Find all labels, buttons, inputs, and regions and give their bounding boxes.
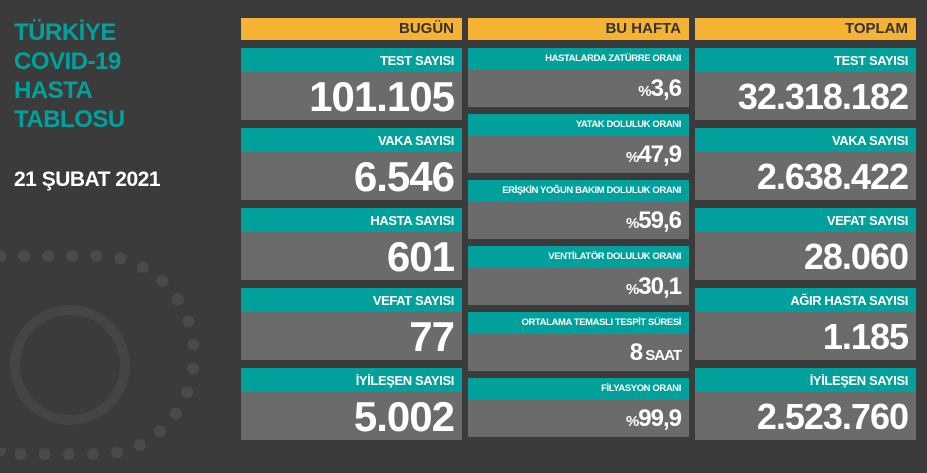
stat-value-box: 32.318.182 [695,72,916,120]
stat-prefix: % [625,281,639,298]
stat-label: VENTİLATÖR DOLULUK ORANI [468,246,689,268]
stat-value: 8 [629,339,643,366]
stat-prefix: % [625,149,639,166]
week-header: BU HAFTA [468,18,689,40]
stat-value-box: 101.105 [241,72,462,120]
stat-label: TEST SAYISI [695,48,916,72]
stat-value-box: 77 [241,312,462,360]
stat-label: İYİLEŞEN SAYISI [695,368,916,392]
today-stat-block: VAKA SAYISI 6.546 [241,128,462,200]
total-header: TOPLAM [695,18,916,40]
stat-value: 2.523.760 [756,396,909,437]
total-stat-block: TEST SAYISI 32.318.182 [695,48,916,120]
total-stat-block: VEFAT SAYISI 28.060 [695,208,916,280]
stat-prefix: % [638,83,651,100]
total-column: TOPLAM TEST SAYISI 32.318.182 VAKA SAYISI 2… [695,18,916,448]
stat-value: 32.318.182 [737,76,909,117]
today-stat-block: HASTA SAYISI 601 [241,208,462,280]
stat-value: 101.105 [309,73,455,120]
stat-label: HASTALARDA ZATÜRRE ORANI [468,48,689,70]
stat-suffix: SAAT [642,347,682,364]
week-stat-block: ERİŞKİN YOĞUN BAKIM DOLULUK ORANI %59,6 [468,180,689,239]
stat-value: 1.185 [822,316,909,357]
today-column: BUGÜN TEST SAYISI 101.105 VAKA SAYISI 6.546… [241,18,462,448]
stat-label: ORTALAMA TEMASLI TESPİT SÜRESİ [468,312,689,334]
stat-value: 30,1 [638,273,682,300]
stat-value: 47,9 [638,141,682,168]
title-line: TÜRKİYE [14,19,116,46]
total-stat-block: VAKA SAYISI 2.638.422 [695,128,916,200]
title-line: TABLOSU [14,106,125,133]
stat-value: 601 [386,233,455,280]
today-header: BUGÜN [241,18,462,40]
week-stat-block: HASTALARDA ZATÜRRE ORANI %3,6 [468,48,689,107]
stat-value: 59,6 [638,207,682,234]
stat-value-box: %47,9 [468,136,689,173]
ministry-emblem-inner [10,305,130,425]
page-title: TÜRKİYE COVID-19 HASTA TABLOSU [14,18,214,134]
stat-value-box: 8 SAAT [468,334,689,371]
week-stat-block: YATAK DOLULUK ORANI %47,9 [468,114,689,173]
today-items: TEST SAYISI 101.105 VAKA SAYISI 6.546 HASTA … [241,48,462,440]
total-stat-block: İYİLEŞEN SAYISI 2.523.760 [695,368,916,440]
stat-label: VEFAT SAYISI [241,288,462,312]
stat-label: VEFAT SAYISI [695,208,916,232]
today-stat-block: VEFAT SAYISI 77 [241,288,462,360]
stat-value: 99,9 [638,405,682,432]
week-stat-block: ORTALAMA TEMASLI TESPİT SÜRESİ 8 SAAT [468,312,689,371]
stat-value-box: %3,6 [468,70,689,107]
stat-label: FİLYASYON ORANI [468,378,689,400]
stat-value: 77 [409,313,455,360]
stat-value-box: %59,6 [468,202,689,239]
stat-value-box: 28.060 [695,232,916,280]
stat-value-box: 2.638.422 [695,152,916,200]
stat-label: YATAK DOLULUK ORANI [468,114,689,136]
week-stat-block: VENTİLATÖR DOLULUK ORANI %30,1 [468,246,689,305]
stat-value-box: %30,1 [468,268,689,305]
stat-value-box: 601 [241,232,462,280]
stat-label: İYİLEŞEN SAYISI [241,368,462,392]
total-items: TEST SAYISI 32.318.182 VAKA SAYISI 2.638.42… [695,48,916,440]
stat-label: VAKA SAYISI [695,128,916,152]
stat-prefix: % [625,215,639,232]
stat-value-box: %99,9 [468,400,689,437]
stat-label: ERİŞKİN YOĞUN BAKIM DOLULUK ORANI [468,180,689,202]
today-stat-block: TEST SAYISI 101.105 [241,48,462,120]
today-stat-block: İYİLEŞEN SAYISI 5.002 [241,368,462,440]
stat-label: HASTA SAYISI [241,208,462,232]
stat-value: 28.060 [803,236,909,277]
stat-value-box: 1.185 [695,312,916,360]
stat-value: 5.002 [353,393,455,440]
stat-value-box: 5.002 [241,392,462,440]
stat-value-box: 2.523.760 [695,392,916,440]
stat-label: TEST SAYISI [241,48,462,72]
stat-value: 2.638.422 [756,156,909,197]
stat-prefix: % [625,413,639,430]
total-stat-block: AĞIR HASTA SAYISI 1.185 [695,288,916,360]
title-line: HASTA [14,77,93,104]
title-line: COVID-19 [14,48,121,75]
stat-label: AĞIR HASTA SAYISI [695,288,916,312]
week-column: BU HAFTA HASTALARDA ZATÜRRE ORANI %3,6 YAT… [468,18,689,444]
stat-label: VAKA SAYISI [241,128,462,152]
stat-value: 3,6 [650,75,682,102]
week-stat-block: FİLYASYON ORANI %99,9 [468,378,689,437]
week-items: HASTALARDA ZATÜRRE ORANI %3,6 YATAK DOLULU… [468,48,689,437]
stat-value: 6.546 [353,153,455,200]
stat-value-box: 6.546 [241,152,462,200]
report-date: 21 ŞUBAT 2021 [14,168,161,191]
